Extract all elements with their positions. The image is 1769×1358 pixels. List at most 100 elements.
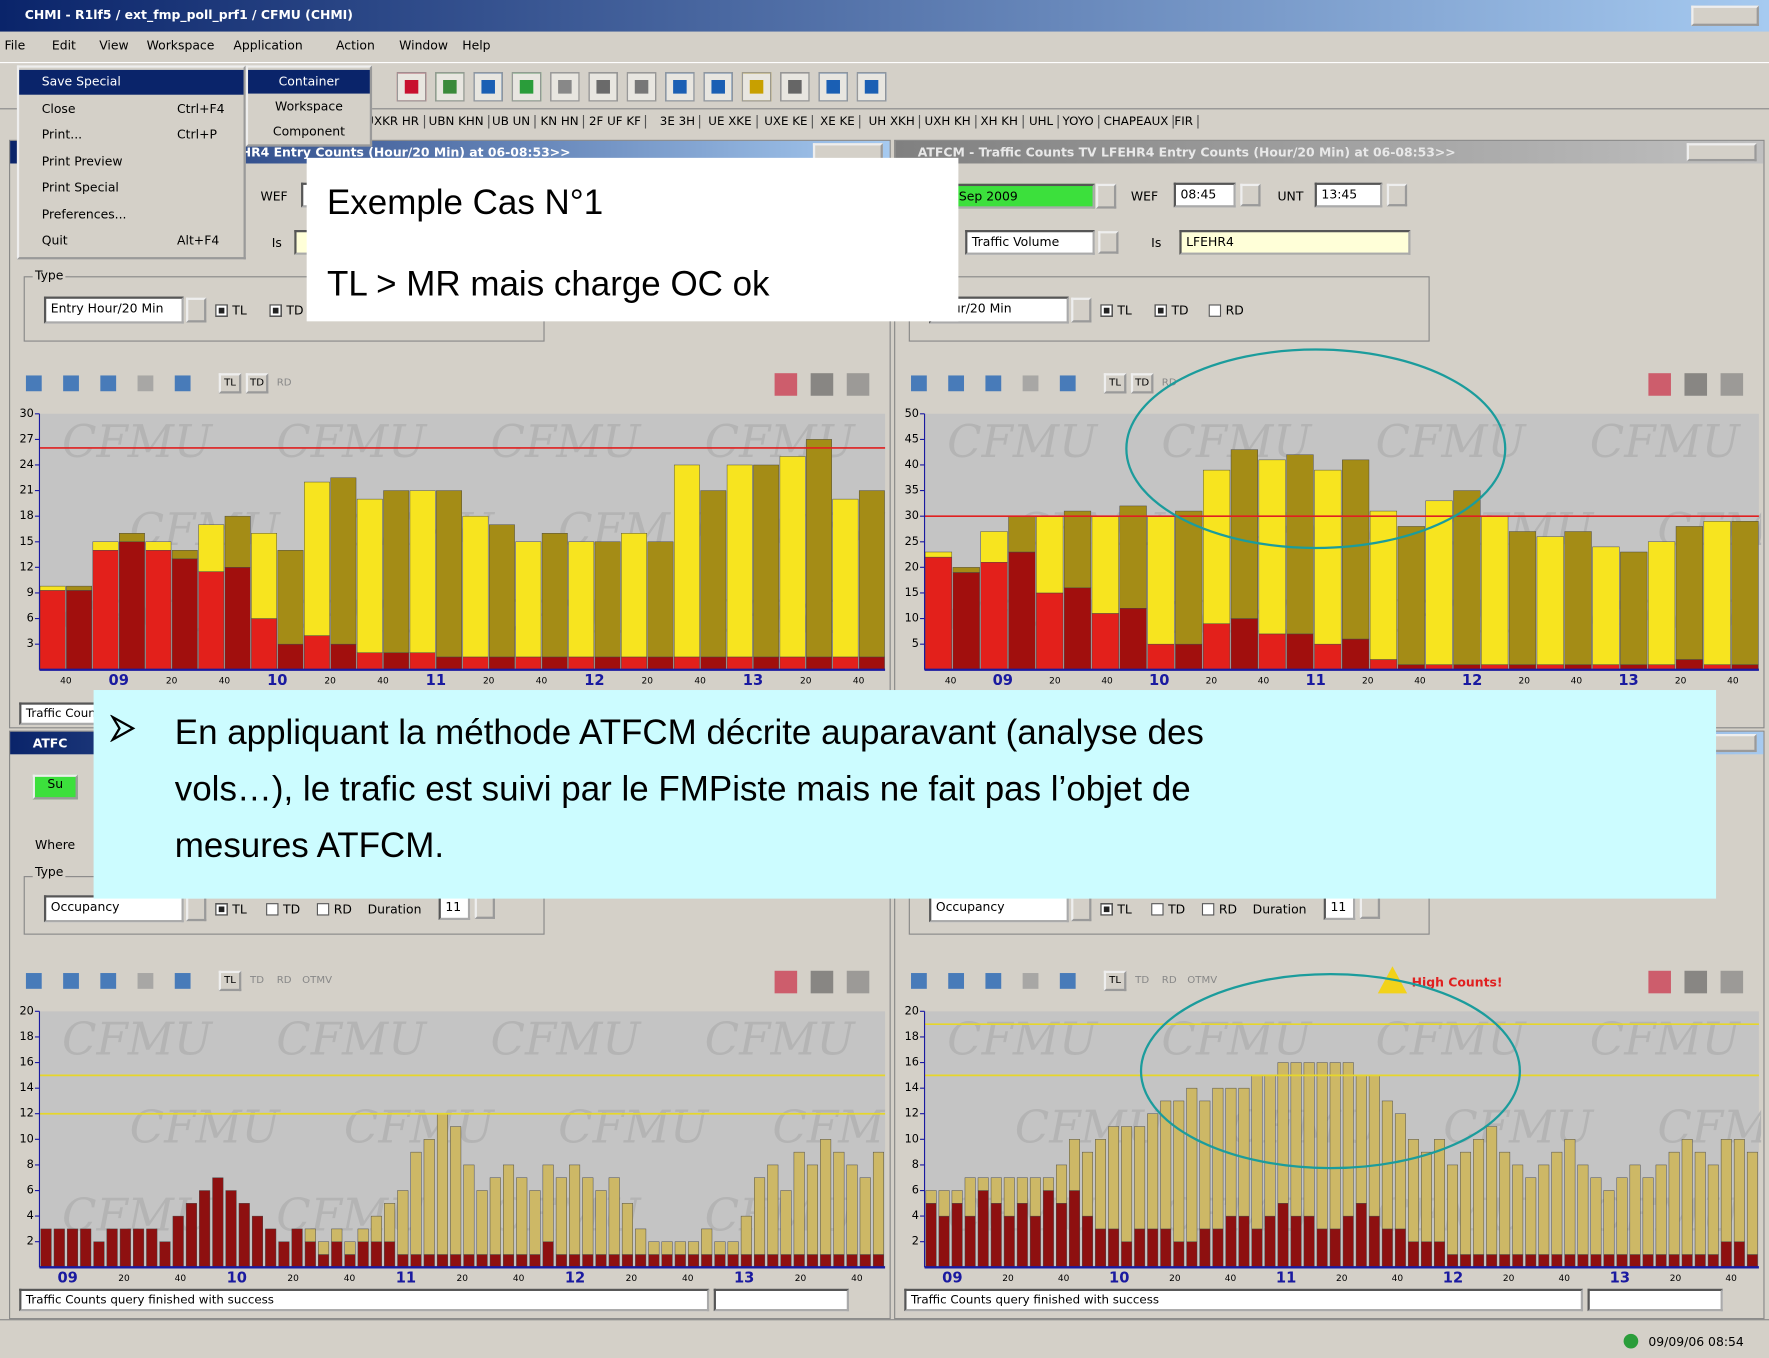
chart-tool[interactable] bbox=[985, 973, 1002, 989]
su-button[interactable]: Su bbox=[32, 774, 78, 800]
view-button[interactable] bbox=[1684, 970, 1708, 994]
checkbox[interactable] bbox=[215, 903, 228, 916]
view-button[interactable] bbox=[774, 373, 798, 396]
series-toggle[interactable]: RD bbox=[1161, 377, 1177, 389]
view-button[interactable] bbox=[846, 970, 870, 994]
wef-field[interactable]: 08:45 bbox=[1173, 182, 1236, 208]
toolbar-button[interactable] bbox=[511, 72, 542, 102]
menu-entry[interactable]: Print Preview bbox=[19, 149, 243, 174]
tab[interactable]: YOYO bbox=[1058, 115, 1100, 129]
toolbar-button[interactable] bbox=[435, 72, 465, 102]
series-toggle[interactable]: RD bbox=[276, 975, 292, 987]
wef-drop[interactable] bbox=[1240, 183, 1261, 207]
toolbar-button[interactable] bbox=[780, 72, 810, 102]
toolbar-button[interactable] bbox=[588, 72, 618, 102]
submenu-entry[interactable]: Workspace bbox=[275, 99, 343, 114]
unt-field[interactable]: 13:45 bbox=[1314, 182, 1383, 208]
view-button[interactable] bbox=[810, 373, 834, 396]
checkbox[interactable] bbox=[215, 304, 228, 317]
chart-tool[interactable] bbox=[1059, 973, 1076, 989]
tab[interactable]: UBN KHN bbox=[424, 115, 490, 129]
chart-tool[interactable] bbox=[137, 375, 154, 392]
chart-tool[interactable] bbox=[1022, 375, 1039, 392]
type-select[interactable]: Entry Hour/20 Min bbox=[43, 296, 184, 324]
series-toggle[interactable]: TD bbox=[250, 975, 265, 987]
toolbar-button[interactable] bbox=[473, 72, 503, 102]
series-toggle[interactable]: TL bbox=[218, 970, 242, 992]
view-button[interactable] bbox=[1684, 373, 1708, 396]
type-drop[interactable] bbox=[186, 297, 207, 323]
series-toggle[interactable]: RD bbox=[1161, 975, 1177, 987]
unt-drop[interactable] bbox=[1386, 183, 1408, 207]
checkbox[interactable] bbox=[269, 304, 282, 317]
view-button[interactable] bbox=[1648, 970, 1671, 994]
series-toggle[interactable]: OTMV bbox=[302, 975, 333, 987]
menu-item[interactable]: File bbox=[4, 38, 26, 53]
tab[interactable]: XH KH bbox=[976, 115, 1024, 129]
menu-item[interactable]: Application bbox=[233, 38, 303, 53]
series-toggle[interactable]: TL bbox=[218, 373, 242, 394]
tab[interactable]: XE KE bbox=[816, 115, 861, 129]
menu-entry[interactable]: Save Special bbox=[19, 69, 244, 95]
tab[interactable]: UXKR HR bbox=[361, 115, 425, 129]
chart-tool[interactable] bbox=[174, 375, 191, 392]
submenu-entry[interactable]: Component bbox=[272, 124, 345, 139]
checkbox[interactable] bbox=[1151, 903, 1164, 916]
submenu-entry[interactable]: Container bbox=[248, 69, 370, 94]
menu-entry[interactable]: Preferences... bbox=[19, 202, 243, 227]
tab[interactable]: UHL bbox=[1024, 115, 1059, 129]
chart-tool[interactable] bbox=[25, 375, 42, 392]
menu-item[interactable]: Workspace bbox=[146, 38, 215, 53]
measure-field[interactable]: Traffic Volume bbox=[965, 230, 1095, 255]
view-button[interactable] bbox=[1648, 373, 1671, 396]
chart-tool[interactable] bbox=[911, 375, 927, 392]
chart-tool[interactable] bbox=[137, 973, 154, 989]
chart-tool[interactable] bbox=[911, 973, 927, 989]
tab[interactable]: KN HN bbox=[536, 115, 585, 129]
chart-tool[interactable] bbox=[948, 973, 965, 989]
view-button[interactable] bbox=[1720, 373, 1744, 396]
toolbar-button[interactable] bbox=[818, 72, 848, 102]
measure-drop[interactable] bbox=[1098, 231, 1119, 254]
checkbox[interactable] bbox=[1201, 903, 1215, 916]
series-toggle[interactable]: RD bbox=[276, 377, 292, 389]
window-buttons[interactable] bbox=[1686, 143, 1757, 162]
chart-tool[interactable] bbox=[985, 375, 1002, 392]
checkbox[interactable] bbox=[316, 903, 330, 916]
chart-tool[interactable] bbox=[100, 375, 117, 392]
type-select[interactable]: Occupancy bbox=[43, 895, 184, 923]
series-toggle[interactable]: TL bbox=[1103, 373, 1127, 394]
menu-item[interactable]: Edit bbox=[51, 38, 76, 53]
tab[interactable]: FIR bbox=[1170, 115, 1199, 129]
view-button[interactable] bbox=[774, 970, 798, 994]
checkbox[interactable] bbox=[1154, 304, 1167, 317]
checkbox[interactable] bbox=[1208, 304, 1222, 317]
tab[interactable]: UH XKH bbox=[864, 115, 921, 129]
checkbox[interactable] bbox=[1100, 304, 1113, 317]
duration-field[interactable]: 11 bbox=[438, 895, 471, 921]
menu-entry[interactable]: Quit Alt+F4 bbox=[19, 229, 243, 254]
series-toggle[interactable]: OTMV bbox=[1187, 975, 1218, 987]
tab[interactable]: 3E 3H bbox=[655, 115, 701, 129]
tab[interactable]: UE XKE bbox=[704, 115, 758, 129]
series-toggle[interactable]: TD bbox=[1135, 975, 1150, 987]
is-field[interactable]: LFEHR4 bbox=[1179, 230, 1411, 255]
chart-tool[interactable] bbox=[63, 973, 79, 989]
chart-tool[interactable] bbox=[1022, 973, 1039, 989]
menu-entry[interactable]: Close Ctrl+F4 bbox=[19, 96, 243, 121]
toolbar-button[interactable] bbox=[550, 72, 580, 102]
tab[interactable]: UXH KH bbox=[920, 115, 977, 129]
chart-tool[interactable] bbox=[1059, 375, 1076, 392]
chart-tool[interactable] bbox=[948, 375, 965, 392]
tab[interactable]: CHAPEAUX bbox=[1099, 115, 1174, 129]
series-toggle[interactable]: TD bbox=[245, 373, 269, 394]
view-button[interactable] bbox=[810, 970, 834, 994]
chart-tool[interactable] bbox=[174, 973, 191, 989]
view-button[interactable] bbox=[846, 373, 870, 396]
checkbox[interactable] bbox=[1100, 903, 1113, 916]
toolbar-button[interactable] bbox=[626, 72, 657, 102]
menu-item[interactable]: View bbox=[99, 38, 129, 53]
series-toggle[interactable]: TD bbox=[1130, 373, 1154, 394]
chart-tool[interactable] bbox=[63, 375, 79, 392]
tab[interactable]: 2F UF KF bbox=[584, 115, 647, 129]
